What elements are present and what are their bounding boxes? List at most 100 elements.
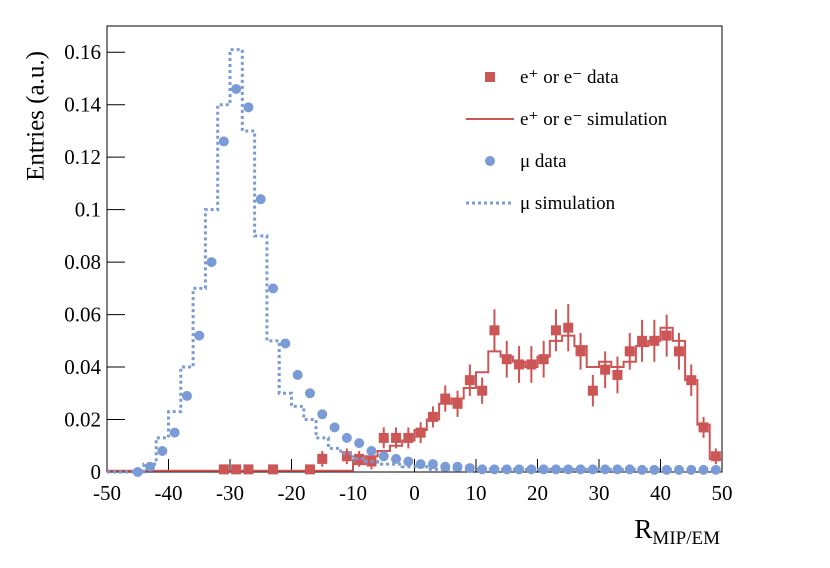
marker — [391, 432, 402, 443]
marker — [292, 369, 303, 380]
y-tick-label: 0.1 — [75, 198, 101, 222]
marker — [710, 464, 721, 475]
x-tick-label: -10 — [339, 481, 367, 505]
marker — [698, 422, 709, 433]
marker — [231, 464, 242, 475]
marker — [489, 464, 500, 475]
marker — [514, 359, 525, 370]
y-tick-label: 0.12 — [64, 145, 101, 169]
marker — [243, 464, 254, 475]
marker — [501, 354, 512, 365]
marker — [575, 346, 586, 357]
x-tick-label: 20 — [527, 481, 548, 505]
marker — [218, 136, 229, 147]
frame — [106, 25, 723, 473]
marker — [686, 464, 697, 475]
x-tick-label: 30 — [589, 481, 610, 505]
x-tick-label: -30 — [216, 481, 244, 505]
marker — [231, 83, 242, 94]
marker — [550, 325, 561, 336]
marker — [169, 427, 180, 438]
marker — [587, 385, 598, 396]
marker — [538, 354, 549, 365]
marker — [673, 346, 684, 357]
marker — [637, 464, 648, 475]
y-tick-label: 0.16 — [64, 40, 101, 64]
legend-label: μ data — [520, 151, 567, 172]
marker — [526, 359, 537, 370]
marker — [341, 451, 352, 462]
marker — [341, 432, 352, 443]
marker — [206, 257, 217, 268]
legend-label: e⁺ or e⁻ data — [520, 67, 619, 88]
x-axis-label-sub: MIP/EM — [652, 528, 720, 549]
marker — [673, 464, 684, 475]
legend-label: μ simulation — [520, 193, 616, 214]
marker — [304, 388, 315, 399]
y-tick-label: 0.14 — [64, 93, 101, 117]
marker — [354, 453, 365, 464]
marker — [477, 385, 488, 396]
marker — [452, 398, 463, 409]
marker — [366, 446, 377, 457]
marker — [255, 194, 266, 205]
marker — [403, 456, 414, 467]
marker — [378, 432, 389, 443]
marker — [649, 464, 660, 475]
marker — [218, 464, 229, 475]
marker — [181, 390, 192, 401]
marker — [304, 464, 315, 475]
x-tick-label: 10 — [466, 481, 487, 505]
y-tick-label: 0.04 — [64, 355, 101, 379]
marker — [415, 459, 426, 470]
marker — [501, 464, 512, 475]
marker — [637, 335, 648, 346]
marker — [464, 375, 475, 386]
marker — [329, 422, 340, 433]
marker — [157, 446, 168, 457]
x-tick-label: -40 — [155, 481, 183, 505]
marker — [698, 464, 709, 475]
legend-swatch — [485, 156, 495, 166]
y-tick-label: 0 — [91, 460, 102, 484]
marker — [489, 325, 500, 336]
marker — [661, 464, 672, 475]
x-tick-label: 50 — [712, 481, 733, 505]
marker — [378, 451, 389, 462]
marker — [427, 411, 438, 422]
y-axis-label: Entries (a.u.) — [23, 51, 50, 181]
y-tick-label: 0.06 — [64, 303, 101, 327]
marker — [612, 369, 623, 380]
marker — [661, 330, 672, 341]
x-tick-label: 40 — [650, 481, 671, 505]
x-axis-label: RMIP/EM — [634, 514, 720, 549]
marker — [624, 346, 635, 357]
legend-label: e⁺ or e⁻ simulation — [520, 109, 668, 130]
marker — [243, 102, 254, 113]
step-line — [107, 326, 722, 472]
x-tick-label: -20 — [278, 481, 306, 505]
marker — [317, 453, 328, 464]
marker — [354, 438, 365, 449]
marker — [391, 453, 402, 464]
marker — [600, 364, 611, 375]
x-tick-label: 0 — [409, 481, 420, 505]
marker — [280, 338, 291, 349]
legend-swatch — [485, 72, 495, 82]
marker — [710, 451, 721, 462]
y-tick-label: 0.08 — [64, 250, 101, 274]
marker — [477, 464, 488, 475]
marker — [268, 283, 279, 294]
y-tick-label: 0.02 — [64, 408, 101, 432]
x-axis-label-main: R — [634, 514, 652, 544]
marker — [440, 393, 451, 404]
marker — [415, 427, 426, 438]
step-line — [107, 48, 722, 474]
marker — [427, 459, 438, 470]
marker — [268, 464, 279, 475]
marker — [317, 409, 328, 420]
marker — [563, 322, 574, 333]
marker — [194, 330, 205, 341]
marker — [403, 432, 414, 443]
